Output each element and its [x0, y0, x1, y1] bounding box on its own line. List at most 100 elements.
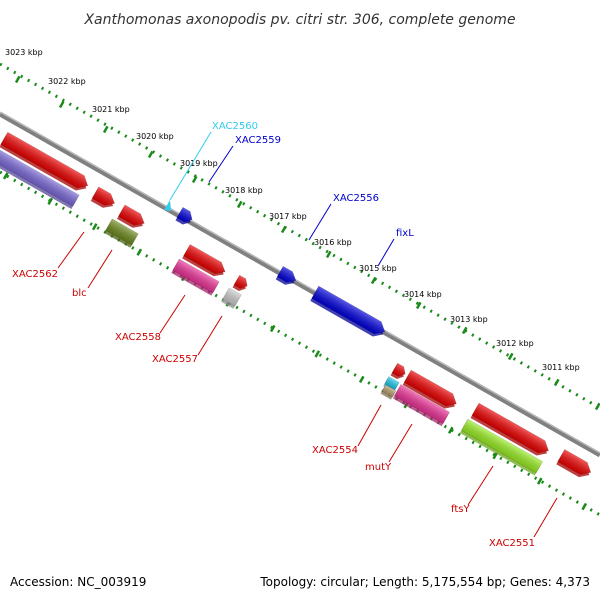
- ruler-tick: [461, 326, 468, 335]
- label-connector: [533, 497, 558, 538]
- gene-feature-xac2559: [175, 206, 193, 225]
- ruler-label: 3011 kbp: [542, 363, 580, 372]
- gene-feature-blue-2: [275, 265, 297, 285]
- gene-label-lines: [57, 131, 558, 538]
- label-connector: [357, 404, 382, 447]
- gene-feature-cyan: [383, 376, 400, 393]
- ruler-labels: 3023 kbp 3022 kbp 3021 kbp 3020 kbp 3019…: [5, 48, 580, 372]
- ruler-tick: [58, 100, 65, 109]
- ruler-label: 3019 kbp: [180, 159, 218, 168]
- inner-ruler-tick: [136, 248, 143, 256]
- ruler-tick: [14, 75, 21, 84]
- gene-label-xac2562: XAC2562: [12, 269, 58, 280]
- gene-feature-red-6: [470, 402, 549, 456]
- feature-shade: [394, 384, 450, 424]
- gene-feature-red-3: [117, 204, 145, 228]
- ruler-label: 3020 kbp: [136, 132, 174, 141]
- gene-features: [0, 131, 592, 478]
- ruler-tick: [325, 250, 332, 259]
- gene-feature-xac2551: [556, 449, 592, 478]
- feature-shade: [172, 258, 220, 294]
- genome-backbone: [0, 111, 600, 458]
- gene-feature-xac2558: [171, 258, 220, 296]
- genome-summary-text: Topology: circular; Length: 5,175,554 bp…: [259, 575, 590, 589]
- gene-feature-ftsy: [459, 418, 543, 476]
- ruler-tick: [280, 225, 287, 234]
- ruler-label: 3022 kbp: [48, 77, 86, 86]
- feature-shade: [222, 287, 242, 307]
- genome-backbone-highlight: [0, 111, 600, 454]
- inner-ruler-tick: [447, 426, 454, 434]
- label-connector: [388, 423, 413, 463]
- ruler-tick: [236, 200, 243, 209]
- label-connector: [208, 145, 234, 183]
- feature-shade: [183, 244, 226, 274]
- ruler-tick: [415, 301, 422, 310]
- ruler-label: 3012 kbp: [496, 339, 534, 348]
- gene-feature-red-4: [182, 244, 226, 277]
- label-connector: [377, 238, 395, 267]
- gene-feature-small-red: [90, 186, 115, 208]
- label-connector: [197, 315, 223, 356]
- feature-shade: [461, 419, 543, 473]
- feature-shade: [382, 384, 396, 398]
- gene-label-ftsy: ftsY: [451, 504, 470, 515]
- ruler-tick: [553, 378, 560, 387]
- feature-shade: [234, 275, 248, 289]
- inner-ruler-tick: [91, 223, 98, 231]
- feature-shade: [557, 449, 591, 475]
- gene-feature-purple: [0, 149, 80, 209]
- label-connector: [159, 294, 186, 334]
- label-connector: [467, 465, 494, 506]
- gene-feature-blc: [104, 218, 139, 248]
- inner-ruler-tick: [581, 502, 588, 511]
- gene-label-xac2554: XAC2554: [312, 445, 358, 456]
- label-connector: [308, 203, 332, 241]
- gene-feature-xac2560: [164, 200, 171, 211]
- gene-label-xac2556: XAC2556: [333, 193, 379, 204]
- feature-shade: [472, 403, 549, 453]
- feature-shade: [0, 149, 80, 207]
- feature-shade: [118, 204, 145, 226]
- gene-feature-xac2562-a: [0, 131, 89, 191]
- label-connector: [57, 231, 85, 269]
- ruler-label: 3016 kbp: [314, 238, 352, 247]
- ruler-label: 3018 kbp: [225, 186, 263, 195]
- gene-label-xac2559: XAC2559: [235, 135, 281, 146]
- feature-shade: [0, 132, 88, 188]
- label-connector: [169, 131, 212, 201]
- feature-shade: [176, 207, 193, 222]
- feature-shade: [311, 286, 385, 334]
- gene-label-blc: blc: [72, 288, 87, 299]
- ruler-label: 3015 kbp: [359, 264, 397, 273]
- gene-label-xac2560: XAC2560: [212, 121, 258, 132]
- gene-label-fixl: fixL: [396, 228, 414, 239]
- ruler-tick: [507, 352, 514, 361]
- feature-shade: [384, 376, 400, 390]
- feature-shade: [92, 186, 115, 206]
- inner-ruler-tick: [536, 477, 543, 485]
- ruler-label: 3021 kbp: [92, 105, 130, 114]
- inner-ruler-tick: [358, 375, 365, 384]
- gene-feature-xac2556: [310, 285, 386, 337]
- accession-text: Accession: NC_003919: [10, 575, 146, 589]
- gene-label-muty: mutY: [365, 462, 392, 473]
- inner-ruler-tick: [314, 350, 321, 358]
- gene-feature-small-red-3: [390, 362, 406, 379]
- label-connector: [87, 249, 113, 289]
- ruler-ticks: [14, 75, 600, 411]
- map-title: Xanthomonas axonopodis pv. citri str. 30…: [83, 12, 515, 28]
- ruler-dotted-line: [0, 62, 600, 410]
- ruler-label: 3017 kbp: [269, 212, 307, 221]
- gene-feature-xac2557: [221, 287, 242, 309]
- feature-shade: [277, 266, 296, 283]
- ruler-tick: [370, 276, 377, 285]
- gene-feature-small-red-2: [232, 274, 248, 291]
- inner-ruler-tick: [47, 197, 54, 205]
- gene-feature-muty: [392, 384, 450, 427]
- ruler-label: 3013 kbp: [450, 315, 488, 324]
- gene-feature-red-5: [402, 369, 457, 409]
- feature-shade: [105, 218, 139, 246]
- inner-ruler-tick: [269, 324, 276, 333]
